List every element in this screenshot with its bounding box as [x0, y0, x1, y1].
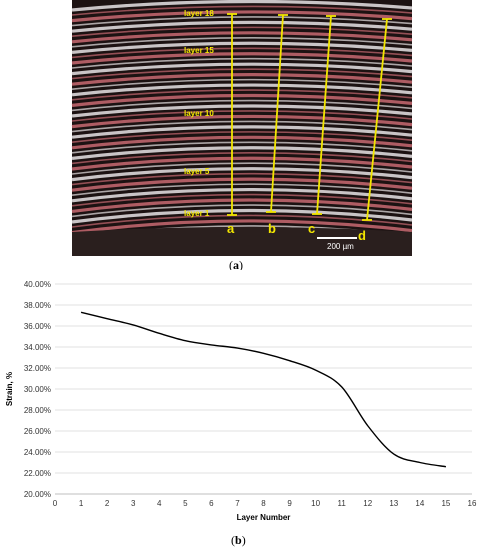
y-tick-label: 20.00% [24, 490, 51, 499]
strain-series-line [80, 311, 447, 468]
layer-stripe [71, 37, 413, 48]
layer-stripe [71, 204, 413, 218]
layer-stripe [71, 198, 413, 213]
layer-stripe [71, 156, 413, 171]
layer-stripe [71, 219, 413, 235]
layer-stripe [71, 141, 413, 154]
line-a-label: a [227, 221, 235, 236]
x-tick-label: 7 [235, 499, 240, 508]
measurement-line [270, 14, 284, 213]
layer-stripe [71, 146, 413, 160]
layer-stripe [71, 73, 413, 86]
x-tick-label: 5 [183, 499, 188, 508]
layer-stripe [71, 26, 413, 37]
x-tick-label: 10 [311, 499, 320, 508]
layer-stripe [71, 41, 413, 54]
layer-stripe [71, 183, 413, 196]
y-tick-label: 30.00% [24, 385, 51, 394]
measurement-lines [227, 13, 392, 221]
x-tick-label: 8 [261, 499, 266, 508]
layer-stripe [71, 193, 413, 207]
x-tick-labels: 0 1 2 3 4 5 6 7 8 9 10 11 12 13 14 15 16 [53, 499, 477, 508]
layer-stripe [71, 131, 413, 143]
y-tick-labels: 20.00% 22.00% 24.00% 26.00% 28.00% 30.00% 32.0… [24, 280, 51, 499]
layer-stripe [71, 78, 413, 90]
strain-chart: 20.00% 22.00% 24.00% 26.00% 28.00% 30.00% 32.0… [0, 270, 483, 530]
x-tick-label: 0 [53, 499, 58, 508]
caption-b: (b) [231, 533, 246, 547]
measurement-line [366, 18, 388, 221]
layer-stripe [71, 52, 413, 65]
layer-stripe [71, 187, 413, 203]
layer-stripe [71, 89, 413, 101]
substrate [72, 227, 412, 256]
x-axis-label: Layer Number [237, 513, 291, 522]
caption-a: (a) [229, 258, 243, 272]
layer-stripe [71, 31, 413, 44]
layer-stripe [71, 151, 413, 165]
x-tick-label: 6 [209, 499, 214, 508]
x-tick-label: 1 [79, 499, 84, 508]
layer-stripe [71, 93, 413, 107]
x-tick-label: 16 [468, 499, 477, 508]
line-c-label: c [308, 221, 315, 236]
layer-stripe [71, 125, 413, 139]
x-tick-label: 12 [363, 499, 372, 508]
y-tick-label: 26.00% [24, 427, 51, 436]
micrograph-panel: layer 18 layer 15 layer 10 layer 5 layer… [71, 0, 413, 256]
layer-stripe [71, 162, 413, 175]
layer-1-label: layer 1 [184, 209, 210, 218]
layer-stripe [71, 16, 413, 27]
y-tick-label: 28.00% [24, 406, 51, 415]
layer-stripe [71, 5, 413, 16]
layer-stripe [71, 120, 413, 133]
layer-stripe [71, 172, 413, 186]
x-tick-label: 11 [338, 499, 347, 508]
layer-stripe [71, 83, 413, 97]
x-tick-label: 15 [441, 499, 450, 508]
layer-stripe [71, 110, 413, 122]
layer-stripe [71, 104, 413, 118]
y-axis-label: Strain, % [5, 372, 14, 406]
y-tick-label: 36.00% [24, 322, 51, 331]
y-tick-label: 34.00% [24, 343, 51, 352]
scale-bar-label: 200 µm [327, 242, 354, 251]
layer-stripe [71, 20, 413, 33]
layer-stripe [71, 114, 413, 129]
layer-stripe [71, 68, 413, 80]
measurement-line [316, 15, 332, 215]
layer-stripe [71, 47, 413, 59]
x-tick-label: 2 [105, 499, 110, 508]
x-tick-label: 4 [157, 499, 162, 508]
layer-10-label: layer 10 [184, 109, 214, 118]
layer-stripe [71, 167, 413, 182]
layer-stripe [71, 99, 413, 112]
x-tick-label: 13 [389, 499, 398, 508]
line-d-label: d [358, 228, 366, 243]
y-tick-label: 32.00% [24, 364, 51, 373]
layer-18-label: layer 18 [184, 9, 214, 18]
y-tick-label: 40.00% [24, 280, 51, 289]
layer-stripe [71, 62, 413, 76]
layer-stripes [71, 0, 413, 256]
layer-stripe [71, 177, 413, 192]
y-tick-label: 22.00% [24, 469, 51, 478]
layer-stripe [71, 10, 413, 23]
layer-stripe [71, 57, 413, 69]
layer-5-label: layer 5 [184, 167, 210, 176]
y-tick-label: 24.00% [24, 448, 51, 457]
layer-stripe [71, 135, 413, 150]
chart-gridlines [55, 283, 472, 495]
y-tick-label: 38.00% [24, 301, 51, 310]
line-b-label: b [268, 221, 276, 236]
x-tick-label: 9 [287, 499, 292, 508]
x-tick-label: 14 [415, 499, 424, 508]
layer-stripe [71, 0, 413, 12]
layer-15-label: layer 15 [184, 46, 214, 55]
x-tick-label: 3 [131, 499, 136, 508]
